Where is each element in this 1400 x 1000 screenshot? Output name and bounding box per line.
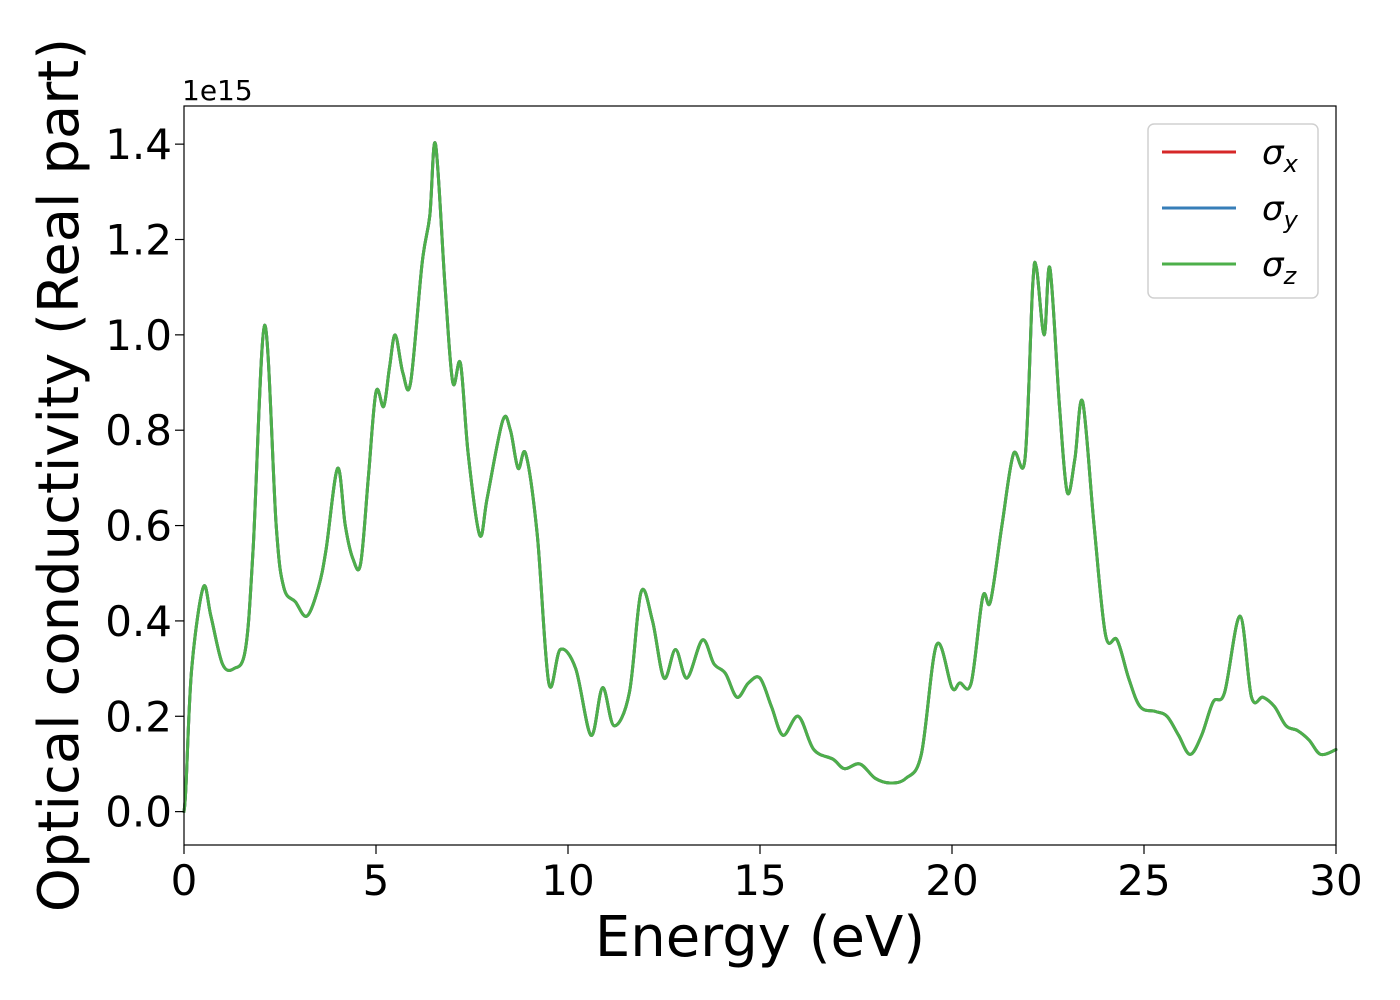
- x-tick-label: 0: [171, 856, 198, 905]
- y-offset-label: 1e15: [182, 74, 253, 107]
- y-tick-label: 0.8: [105, 406, 172, 455]
- y-tick-label: 1.4: [105, 120, 172, 169]
- legend-label-subscript: y: [1283, 206, 1299, 234]
- x-axis: 0 5 10 15 20 25 30: [171, 845, 1363, 905]
- x-tick-label: 20: [925, 856, 978, 905]
- x-tick-label: 30: [1309, 856, 1362, 905]
- legend-label-subscript: x: [1283, 150, 1299, 178]
- plot-area: [182, 141, 1338, 814]
- x-tick-label: 5: [363, 856, 390, 905]
- y-axis: 0.0 0.2 0.4 0.6 0.8 1.0 1.2 1.4: [105, 120, 184, 837]
- y-tick-label: 1.0: [105, 311, 172, 360]
- y-tick-label: 0.4: [105, 597, 172, 646]
- y-tick-label: 0.2: [105, 692, 172, 741]
- y-tick-label: 0.6: [105, 502, 172, 551]
- y-tick-label: 1.2: [105, 215, 172, 264]
- series-line-z: [182, 141, 1338, 814]
- x-tick-label: 15: [733, 856, 786, 905]
- x-tick-label: 10: [541, 856, 594, 905]
- legend-label-subscript: z: [1283, 262, 1298, 290]
- legend-box: [1147, 123, 1319, 299]
- x-tick-label: 25: [1117, 856, 1170, 905]
- x-axis-title: Energy (eV): [595, 905, 925, 970]
- y-tick-label: 0.0: [105, 788, 172, 837]
- y-axis-title: Optical conductivity (Real part): [27, 38, 92, 912]
